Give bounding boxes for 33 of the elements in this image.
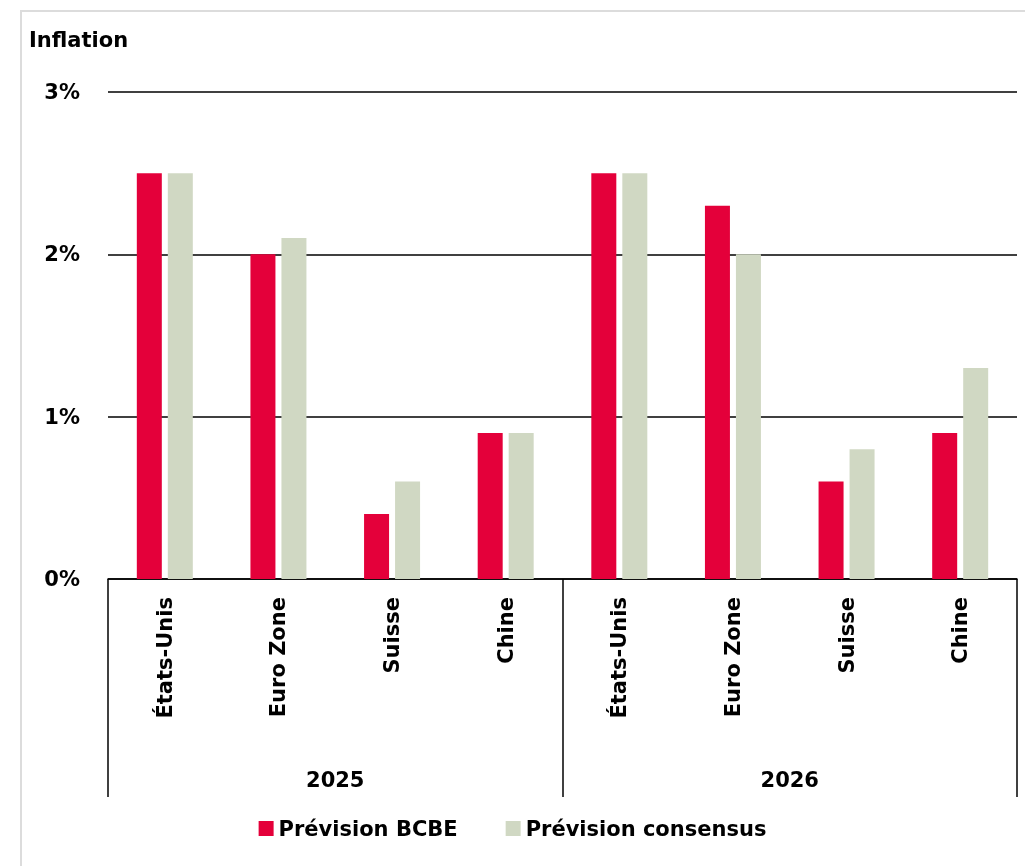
bar	[395, 481, 421, 579]
y-axis-title: Inflation	[29, 27, 129, 52]
legend-label: Prévision consensus	[525, 816, 767, 841]
x-tick-label: États-Unis	[606, 597, 632, 719]
y-tick-label: 3%	[44, 80, 80, 104]
bar	[932, 432, 958, 579]
bar	[281, 238, 307, 579]
bar	[622, 173, 648, 579]
x-tick-label: États-Unis	[151, 597, 177, 719]
bar	[250, 254, 276, 579]
legend-label: Prévision BCBE	[278, 816, 458, 841]
x-tick-label: Suisse	[380, 597, 405, 674]
bar	[167, 173, 193, 579]
bar	[508, 432, 534, 579]
x-tick-label: Euro Zone	[720, 597, 745, 718]
bar	[477, 432, 503, 579]
y-tick-label: 1%	[44, 404, 80, 429]
bar	[963, 367, 989, 579]
bar	[136, 173, 162, 579]
bar	[364, 514, 390, 579]
x-tick-label: Suisse	[834, 597, 859, 674]
x-tick-label: Euro Zone	[266, 597, 291, 718]
bar	[735, 254, 761, 579]
y-tick-label: 2%	[44, 242, 80, 267]
bar	[704, 205, 730, 579]
x-tick-label: Chine	[948, 597, 973, 664]
x-tick-label: Chine	[493, 597, 518, 664]
text: 2026	[760, 767, 819, 792]
bar	[818, 481, 844, 579]
bar	[849, 449, 875, 579]
bar	[591, 173, 617, 579]
text: 2025	[306, 767, 365, 792]
y-tick-label: 0%	[44, 567, 80, 591]
